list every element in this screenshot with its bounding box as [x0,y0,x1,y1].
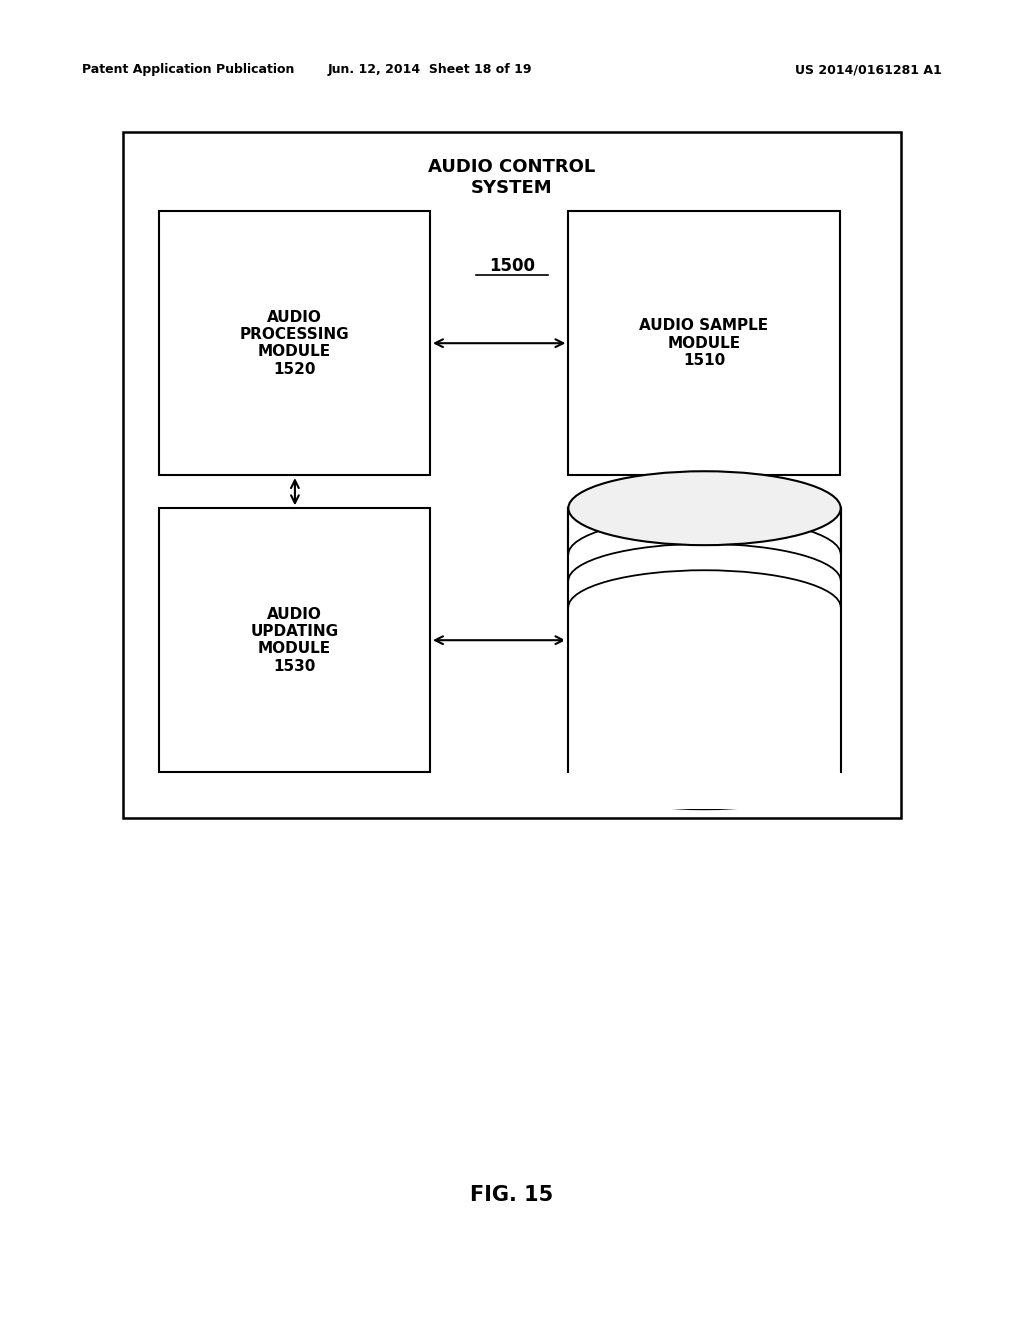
Text: AUDIO SAMPLE
MODULE
1510: AUDIO SAMPLE MODULE 1510 [639,318,769,368]
Text: AUDIO
INFORMATION
1540: AUDIO INFORMATION 1540 [644,642,765,692]
Bar [563,581,846,809]
Text: FIG. 15: FIG. 15 [470,1184,554,1205]
Bar [563,607,846,809]
Bar [563,554,846,809]
Bar [123,132,901,818]
Text: Patent Application Publication: Patent Application Publication [82,63,294,77]
Text: AUDIO
PROCESSING
MODULE
1520: AUDIO PROCESSING MODULE 1520 [240,310,349,376]
Text: 1500: 1500 [489,257,535,276]
Bar [159,508,430,772]
Bar [568,508,841,772]
Text: Jun. 12, 2014  Sheet 18 of 19: Jun. 12, 2014 Sheet 18 of 19 [328,63,532,77]
Text: AUDIO
UPDATING
MODULE
1530: AUDIO UPDATING MODULE 1530 [250,607,339,673]
Ellipse shape [568,471,841,545]
Text: AUDIO CONTROL
SYSTEM: AUDIO CONTROL SYSTEM [428,158,596,197]
Ellipse shape [568,735,841,809]
Bar [159,211,430,475]
Text: US 2014/0161281 A1: US 2014/0161281 A1 [796,63,942,77]
Bar [568,211,840,475]
